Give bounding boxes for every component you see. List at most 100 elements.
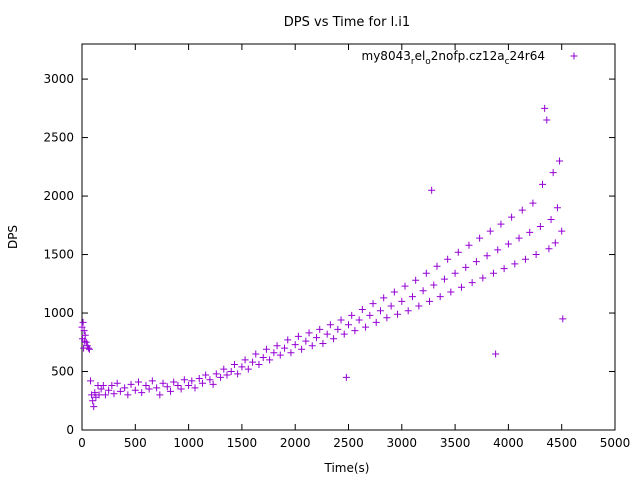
legend-marker-mark <box>570 52 578 60</box>
data-point <box>170 378 178 386</box>
data-point <box>326 321 334 329</box>
data-point <box>113 379 121 387</box>
data-point <box>532 251 540 259</box>
data-point <box>163 383 171 391</box>
data-point <box>419 287 427 295</box>
data-point <box>138 389 146 397</box>
chart-title: DPS vs Time for l.i1 <box>284 15 410 30</box>
data-point <box>447 288 455 296</box>
data-point <box>156 391 164 399</box>
y-tick-label: 1000 <box>43 306 74 320</box>
data-point <box>284 336 292 344</box>
data-point <box>244 365 252 373</box>
data-point <box>212 370 220 378</box>
data-point <box>266 356 274 364</box>
y-axis-ticks: 0 500 1000 1500 2000 2500 3000 <box>43 72 615 437</box>
data-point <box>545 245 553 253</box>
data-point <box>366 311 374 319</box>
data-point <box>394 310 402 318</box>
data-point <box>81 331 89 339</box>
data-point <box>362 323 370 331</box>
x-tick-label: 1000 <box>173 436 204 450</box>
data-point <box>241 356 249 364</box>
data-point <box>195 375 203 383</box>
data-point <box>526 228 534 236</box>
data-point <box>298 345 306 353</box>
data-point <box>551 239 559 247</box>
data-point <box>476 234 484 242</box>
data-point <box>489 269 497 277</box>
legend-text: 24r64 <box>510 49 545 63</box>
data-point <box>486 227 494 235</box>
data-point <box>462 263 470 271</box>
data-point <box>330 335 338 343</box>
y-axis-label: DPS <box>6 225 20 249</box>
data-point <box>504 240 512 248</box>
legend-text: my8043 <box>362 49 411 63</box>
y-tick-label: 0 <box>66 423 74 437</box>
data-point <box>380 294 388 302</box>
data-point <box>334 325 342 333</box>
data-point <box>440 275 448 283</box>
data-point <box>249 358 257 366</box>
data-point <box>543 116 551 124</box>
data-point <box>319 339 327 347</box>
data-point <box>313 334 321 342</box>
legend-subscript: c <box>505 57 510 67</box>
x-tick-label: 3500 <box>440 436 471 450</box>
data-point <box>294 332 302 340</box>
data-point <box>234 370 242 378</box>
data-point <box>166 387 174 395</box>
x-tick-label: 2500 <box>333 436 364 450</box>
data-point <box>305 329 313 337</box>
data-point <box>351 327 359 335</box>
data-point <box>556 157 564 165</box>
data-point <box>372 318 380 326</box>
x-axis-ticks: 0 500 1000 1500 2000 2500 3000 3500 4000 4500 5000 <box>78 44 630 450</box>
data-point <box>188 377 196 385</box>
data-point <box>273 342 281 350</box>
data-point <box>79 318 87 326</box>
data-point <box>358 306 366 314</box>
data-point <box>142 382 150 390</box>
data-point <box>553 204 561 212</box>
data-point <box>547 215 555 223</box>
data-point <box>404 307 412 315</box>
data-point <box>348 311 356 319</box>
data-point <box>153 384 161 392</box>
data-point <box>238 363 246 371</box>
data-point <box>121 384 129 392</box>
data-point <box>468 279 476 287</box>
data-point <box>521 255 529 263</box>
data-point <box>185 382 193 390</box>
data-point <box>483 252 491 260</box>
data-point <box>270 349 278 357</box>
data-point <box>230 360 238 368</box>
y-tick-label: 3000 <box>43 72 74 86</box>
data-point <box>323 330 331 338</box>
data-point <box>428 186 436 194</box>
data-point <box>217 373 225 381</box>
data-point <box>97 385 105 393</box>
data-point <box>355 316 363 324</box>
data-point <box>159 379 167 387</box>
data-point <box>308 342 316 350</box>
x-tick-label: 4000 <box>493 436 524 450</box>
data-point <box>340 330 348 338</box>
x-tick-label: 5000 <box>600 436 631 450</box>
plot-frame <box>81 43 616 431</box>
data-point <box>415 302 423 310</box>
data-point <box>457 283 465 291</box>
data-point <box>127 380 135 388</box>
x-tick-label: 1500 <box>227 436 258 450</box>
data-point <box>494 246 502 254</box>
data-point <box>80 327 88 335</box>
data-point <box>558 227 566 235</box>
data-point <box>559 315 567 323</box>
data-point <box>134 378 142 386</box>
data-point <box>508 213 516 221</box>
data-point <box>369 300 377 308</box>
data-point <box>116 387 124 395</box>
data-point <box>422 269 430 277</box>
data-point <box>148 377 156 385</box>
